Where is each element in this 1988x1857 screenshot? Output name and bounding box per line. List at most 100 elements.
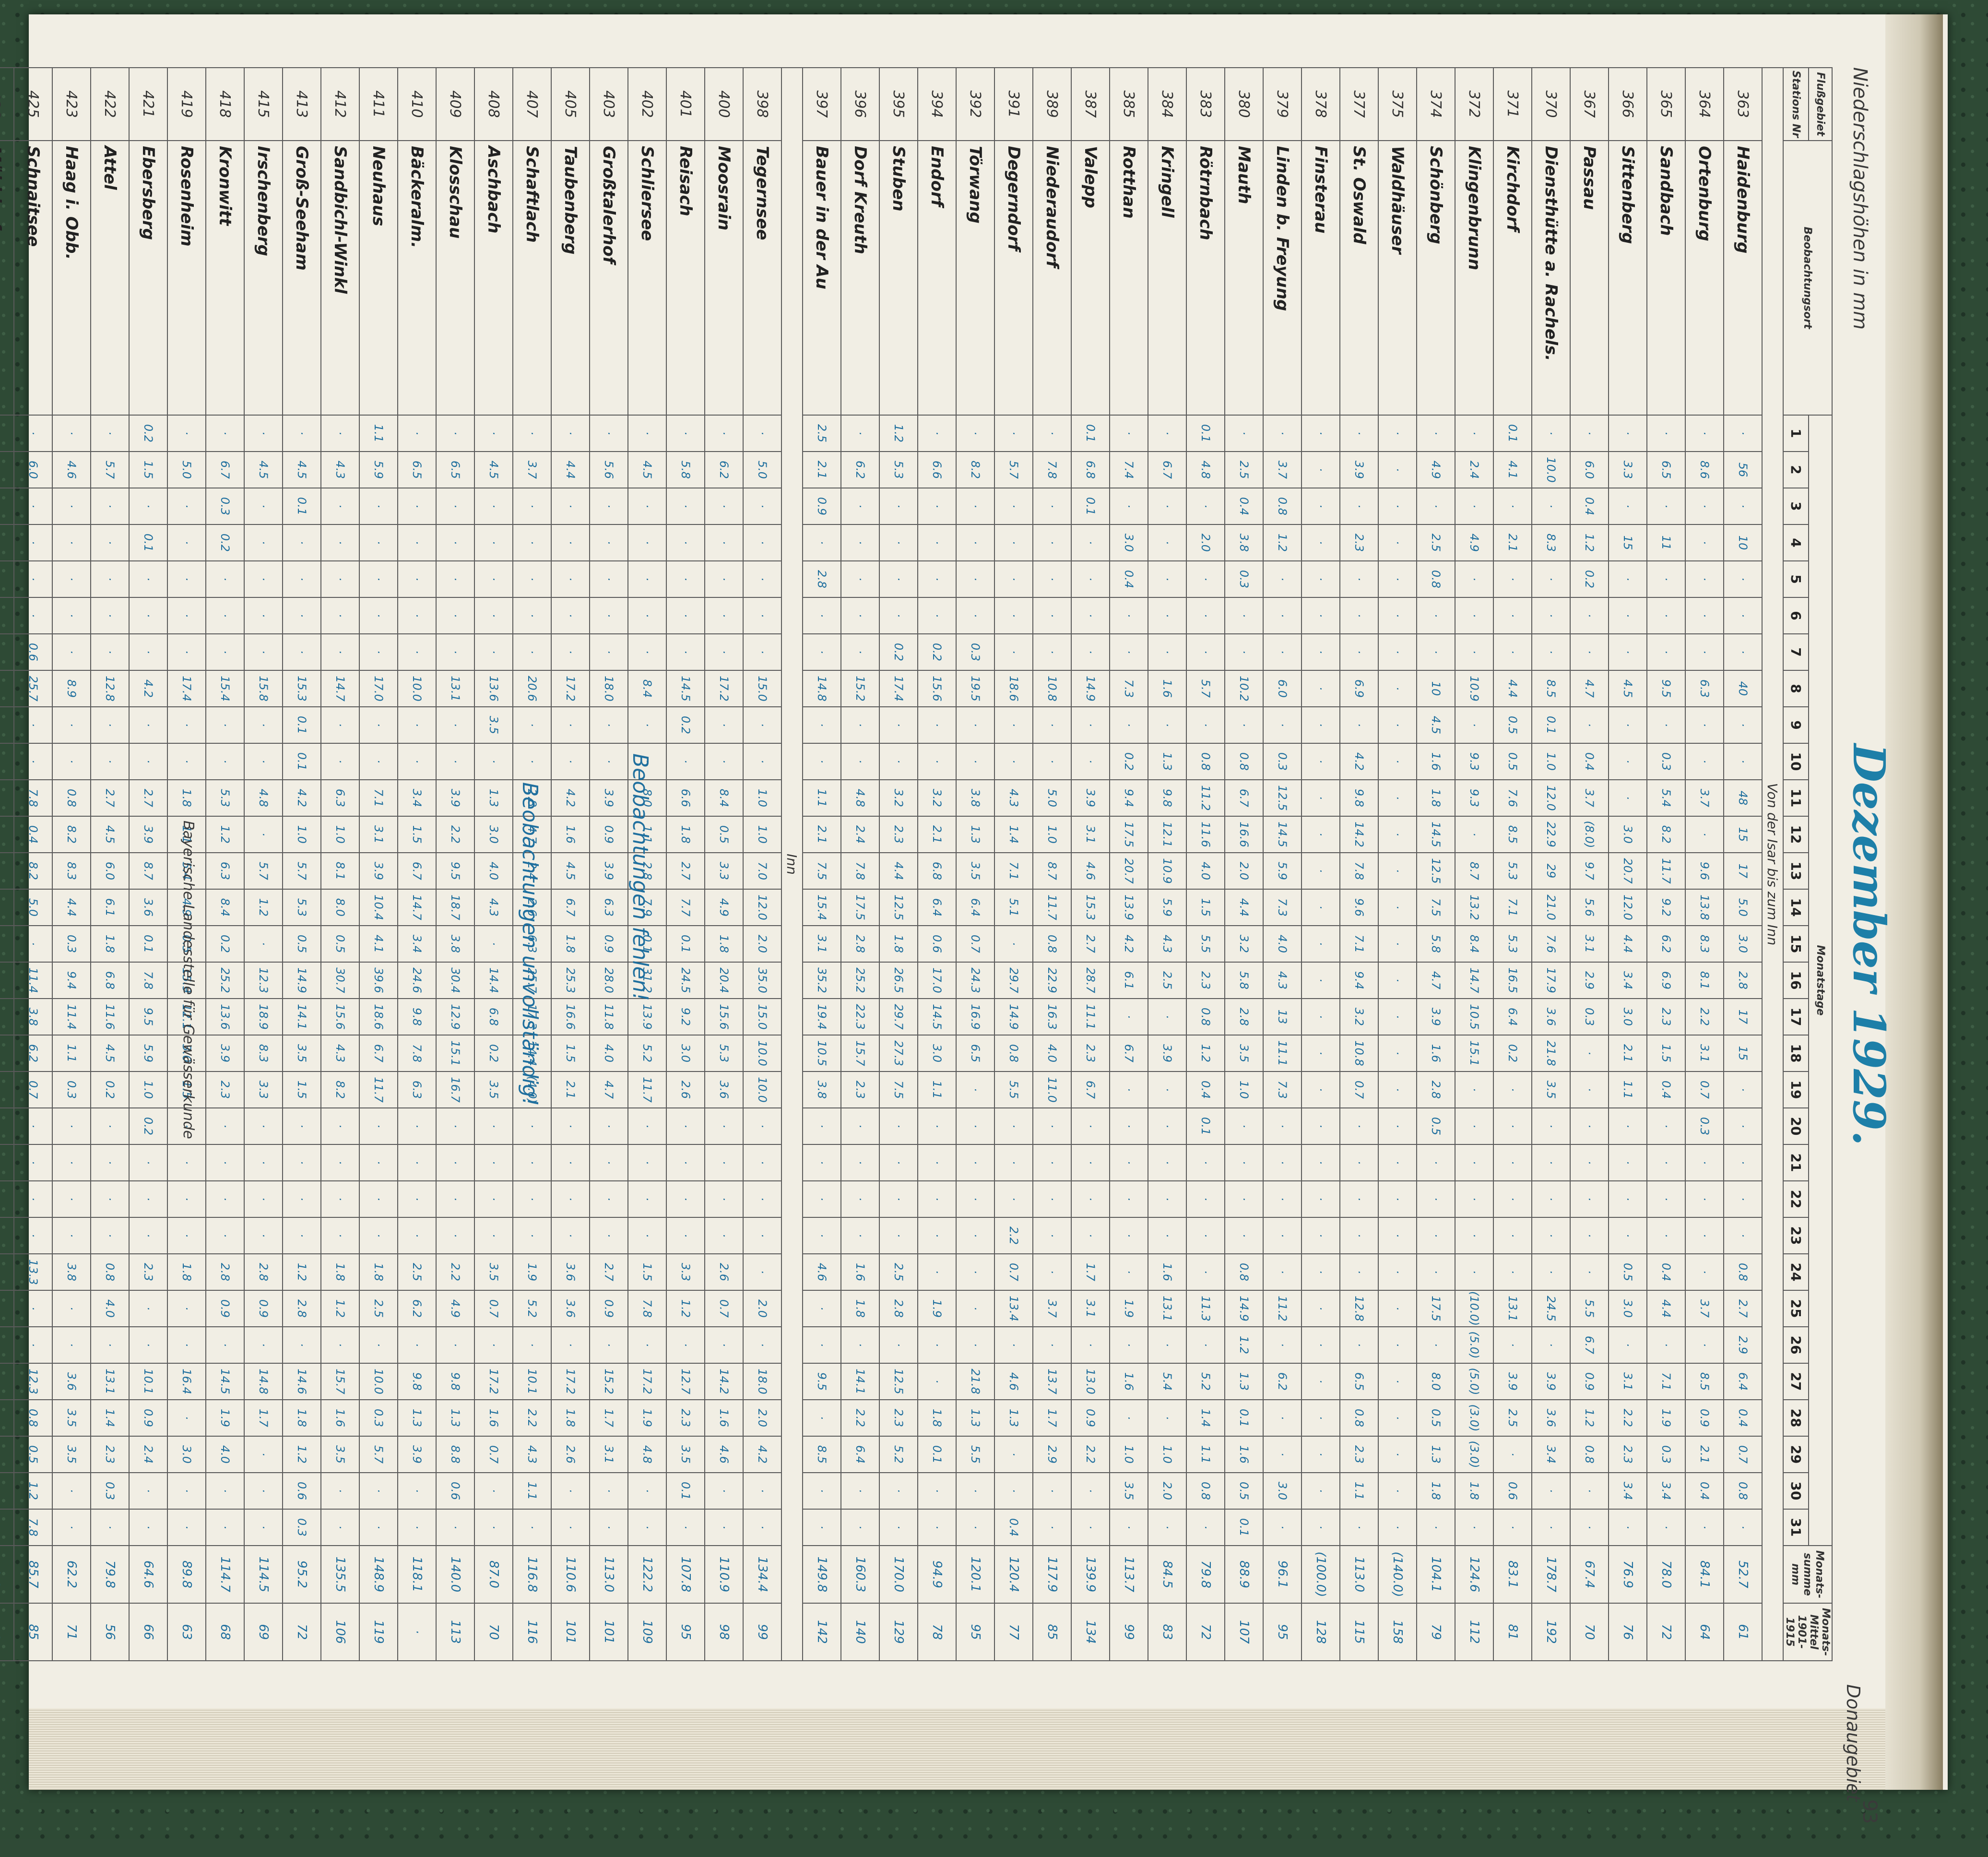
monthly-sum: 117.9 [1033, 1546, 1071, 1603]
station-number: 419 [167, 68, 206, 141]
daily-value: 9.4 [1110, 780, 1148, 816]
daily-value: · [321, 1181, 359, 1217]
daily-value: · [705, 1509, 743, 1546]
daily-value: 1.5 [1647, 1035, 1685, 1071]
daily-value: 3.5 [956, 853, 994, 889]
daily-value: 1.9 [206, 1400, 244, 1436]
daily-value: · [244, 816, 283, 853]
daily-value: 13.1 [91, 1363, 129, 1400]
daily-value: · [398, 1181, 436, 1217]
daily-value: · [918, 524, 956, 561]
monthly-mean: 99 [743, 1603, 781, 1661]
daily-value: 1.8 [167, 1254, 206, 1290]
daily-value: 3.5 [283, 1035, 321, 1071]
daily-value: · [1033, 1327, 1071, 1363]
daily-value: · [167, 1144, 206, 1181]
table-row: 403 Großtalerhof · 5.6 · · · · · 18.0 · · 3.9 0.9 3.9 6… [590, 68, 628, 1661]
daily-value: · [551, 1509, 590, 1546]
daily-value: 3.9 [1148, 1035, 1186, 1071]
daily-value: 18.6 [359, 999, 398, 1035]
daily-value: 9.7 [1570, 853, 1609, 889]
daily-value: 13.9 [1110, 889, 1148, 926]
daily-value: · [1302, 1436, 1340, 1473]
daily-value: · [1493, 1071, 1532, 1108]
daily-value: · [1263, 561, 1302, 597]
daily-value: 5.3 [705, 1035, 743, 1071]
daily-value: 14.2 [1340, 816, 1378, 853]
daily-value: 5.2 [879, 1436, 918, 1473]
daily-value: 5.2 [513, 1290, 551, 1327]
daily-value: · [1417, 597, 1455, 634]
daily-value: 13.8 [1685, 889, 1724, 926]
daily-value: 11.1 [1071, 999, 1110, 1035]
daily-value: · [705, 561, 743, 597]
daily-value: 39.6 [359, 962, 398, 999]
daily-value: 3.6 [551, 1254, 590, 1290]
daily-value: · [918, 415, 956, 452]
daily-value: 0.2 [474, 1035, 513, 1071]
daily-value: 3.9 [1532, 1363, 1570, 1400]
daily-value: 12.1 [1148, 816, 1186, 853]
station-name: Linden b. Freyung [1263, 141, 1302, 415]
monthly-sum: 94.9 [918, 1546, 956, 1603]
daily-value: · [918, 1327, 956, 1363]
daily-value: 8.3 [244, 1035, 283, 1071]
daily-value: · [743, 561, 781, 597]
daily-value: 15.2 [590, 1363, 628, 1400]
daily-value: · [1302, 853, 1340, 889]
daily-value: 14.2 [705, 1363, 743, 1400]
daily-value: 1.0 [0, 780, 14, 816]
river-basin-label: Inn [781, 68, 803, 1661]
station-name: Sandbichl-Winkl [321, 141, 359, 415]
daily-value: · [91, 1217, 129, 1254]
daily-value: 3.9 [129, 816, 167, 853]
daily-value: · [398, 1217, 436, 1254]
daily-value: · [1302, 707, 1340, 743]
daily-value: · [1071, 561, 1110, 597]
daily-value: 12.3 [244, 962, 283, 999]
daily-value: 4.2 [283, 780, 321, 816]
daily-value: 0.1 [1532, 707, 1570, 743]
daily-value: 10.8 [1340, 1035, 1378, 1071]
daily-value: · [52, 707, 91, 743]
daily-value: · [705, 1327, 743, 1363]
daily-value: 4.3 [994, 780, 1033, 816]
daily-value: 7.8 [398, 1035, 436, 1071]
daily-value: · [1302, 999, 1340, 1035]
monthly-mean: 77 [994, 1603, 1033, 1661]
daily-value: 0.8 [91, 1254, 129, 1290]
daily-value: 1.7 [1033, 1400, 1071, 1436]
daily-value: 5.8 [666, 452, 705, 488]
daily-value: · [91, 561, 129, 597]
daily-value: 0.4 [1570, 743, 1609, 780]
daily-value: · [244, 743, 283, 780]
monthly-mean: 192 [1532, 1603, 1570, 1661]
daily-value: 0.7 [956, 926, 994, 962]
daily-value: 5.3 [206, 780, 244, 816]
daily-value: · [1302, 488, 1340, 524]
monthly-sum: 113.0 [590, 1546, 628, 1603]
daily-value: 3.7 [513, 452, 551, 488]
daily-value: · [1570, 415, 1609, 452]
daily-value: 10.0 [359, 1363, 398, 1400]
daily-value: · [1493, 1144, 1532, 1181]
daily-value: 2.8 [283, 1290, 321, 1327]
day-header-30: 30 [1783, 1473, 1809, 1509]
daily-value: · [398, 707, 436, 743]
daily-value: 0.2 [91, 1071, 129, 1108]
daily-value: 4.6 [803, 1254, 841, 1290]
daily-value: · [244, 1181, 283, 1217]
daily-value: · [321, 1473, 359, 1509]
daily-value: 3.5 [474, 707, 513, 743]
daily-value: · [1609, 561, 1647, 597]
daily-value: · [1148, 415, 1186, 452]
daily-value: 4.2 [551, 780, 590, 816]
daily-value: 1.8 [1417, 1473, 1455, 1509]
station-number: 410 [398, 68, 436, 141]
daily-value: 0.3 [359, 1400, 398, 1436]
daily-value: 0.4 [1724, 1400, 1762, 1436]
daily-value: 15.0 [743, 999, 781, 1035]
daily-value: · [551, 1108, 590, 1144]
daily-value: · [628, 1509, 666, 1546]
daily-value: 4.4 [1493, 670, 1532, 707]
